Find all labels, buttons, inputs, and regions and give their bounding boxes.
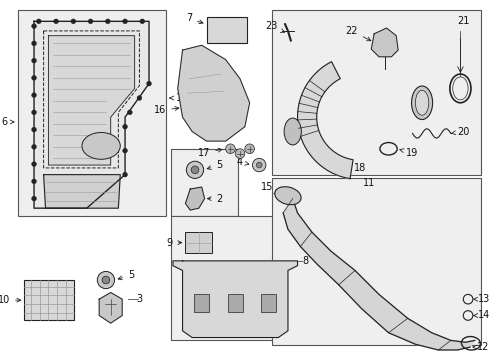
Circle shape: [102, 276, 110, 284]
Text: 22: 22: [345, 26, 371, 41]
Circle shape: [105, 19, 110, 24]
Polygon shape: [99, 292, 122, 323]
Ellipse shape: [416, 90, 429, 115]
Circle shape: [252, 158, 266, 172]
Text: 23: 23: [265, 21, 285, 32]
Text: 11: 11: [363, 178, 375, 188]
Circle shape: [32, 41, 36, 46]
Text: 4: 4: [237, 157, 249, 167]
Bar: [271, 10, 482, 175]
Circle shape: [32, 93, 36, 98]
Circle shape: [32, 162, 36, 166]
Circle shape: [32, 196, 36, 201]
Text: 8: 8: [302, 256, 308, 266]
Text: 14: 14: [474, 310, 490, 320]
Circle shape: [71, 19, 76, 24]
Circle shape: [36, 19, 41, 24]
Circle shape: [32, 58, 36, 63]
Text: 17: 17: [198, 148, 222, 158]
Text: 5: 5: [207, 160, 222, 170]
Polygon shape: [49, 36, 135, 165]
Bar: [171, 216, 300, 341]
Circle shape: [147, 81, 151, 86]
Bar: [171, 149, 238, 216]
Text: 18: 18: [354, 163, 366, 173]
Circle shape: [32, 127, 36, 132]
Ellipse shape: [412, 86, 433, 120]
Bar: [194, 294, 209, 312]
Text: 7: 7: [186, 13, 203, 24]
Bar: [206, 17, 247, 43]
Bar: [271, 177, 482, 345]
Text: 12: 12: [473, 342, 489, 352]
Circle shape: [191, 166, 199, 174]
Circle shape: [226, 144, 235, 154]
Circle shape: [186, 161, 204, 179]
Bar: [261, 294, 276, 312]
Bar: [227, 294, 243, 312]
Polygon shape: [283, 199, 475, 350]
Circle shape: [32, 76, 36, 80]
Circle shape: [122, 172, 127, 177]
Text: 9: 9: [167, 238, 182, 248]
Circle shape: [54, 19, 58, 24]
Circle shape: [98, 271, 115, 289]
Polygon shape: [297, 62, 353, 179]
Text: 15: 15: [261, 182, 279, 194]
Circle shape: [140, 19, 145, 24]
Circle shape: [137, 96, 142, 100]
Circle shape: [245, 144, 254, 154]
Circle shape: [32, 144, 36, 149]
Ellipse shape: [284, 118, 301, 145]
Text: 16: 16: [154, 105, 179, 116]
Circle shape: [32, 110, 36, 115]
Text: 5: 5: [118, 270, 134, 280]
Text: 19: 19: [400, 148, 418, 158]
Circle shape: [122, 124, 127, 129]
Polygon shape: [34, 21, 149, 208]
Text: 6: 6: [1, 117, 14, 127]
Text: 1: 1: [170, 93, 182, 103]
Text: 3: 3: [136, 294, 143, 304]
Polygon shape: [173, 261, 297, 338]
Text: 13: 13: [474, 294, 490, 304]
Polygon shape: [371, 28, 398, 57]
Text: 20: 20: [452, 126, 470, 136]
Circle shape: [32, 24, 36, 28]
Circle shape: [122, 19, 127, 24]
Polygon shape: [185, 187, 205, 210]
Bar: [24, 280, 74, 320]
Ellipse shape: [275, 187, 301, 205]
Circle shape: [122, 148, 127, 153]
Text: 21: 21: [457, 16, 469, 26]
Text: 10: 10: [0, 295, 21, 305]
Circle shape: [88, 19, 93, 24]
Text: 2: 2: [207, 194, 222, 204]
Circle shape: [235, 149, 245, 158]
Circle shape: [127, 110, 132, 115]
Bar: [185, 232, 212, 253]
Ellipse shape: [82, 132, 120, 159]
Polygon shape: [178, 45, 249, 141]
Circle shape: [32, 179, 36, 184]
Circle shape: [256, 162, 262, 168]
Bar: [18, 10, 166, 216]
Polygon shape: [44, 175, 120, 208]
